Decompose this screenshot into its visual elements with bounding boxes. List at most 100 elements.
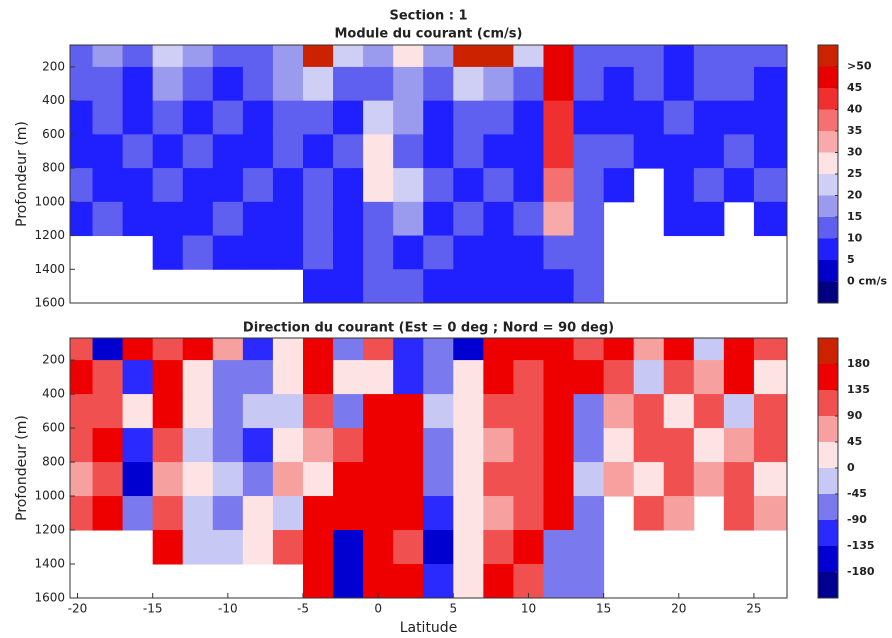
heat-cell [122, 45, 154, 68]
heat-cell [513, 496, 544, 531]
heat-cell [363, 235, 394, 270]
heat-cell [723, 360, 755, 395]
heat-cell [212, 235, 244, 270]
heat-cell [122, 134, 154, 169]
heat-cell [423, 201, 454, 237]
heat-cell [92, 496, 124, 531]
heat-cell [573, 338, 605, 361]
heat-cell [122, 428, 154, 463]
heat-cell [543, 360, 575, 395]
heat-cell [333, 269, 364, 304]
heat-cell [693, 134, 725, 169]
colorbar-segment [818, 442, 838, 468]
heat-cell [753, 100, 788, 135]
heat-cell [152, 168, 184, 203]
heat-cell [393, 428, 424, 463]
heat-cell [242, 394, 274, 429]
heat-cell [663, 45, 695, 68]
heat-cell [92, 100, 124, 135]
heat-cell [603, 360, 635, 395]
heat-cell [363, 269, 394, 304]
colorbar-segment [818, 260, 838, 282]
heat-cell [333, 45, 364, 68]
heat-cell [182, 394, 214, 429]
chart-title: Section : 1 [389, 9, 467, 24]
heat-cell [543, 462, 575, 497]
heat-cell [633, 428, 665, 463]
heat-cell [543, 269, 575, 304]
heat-cell [513, 338, 544, 361]
heat-cell [633, 134, 665, 169]
heat-cell [333, 564, 364, 599]
heat-cell [212, 134, 244, 169]
heat-cell [242, 496, 274, 531]
heat-cell [152, 235, 184, 270]
heat-cell [543, 338, 575, 361]
heat-cell [182, 134, 214, 169]
heat-cell [753, 462, 788, 497]
heat-cell [122, 100, 154, 135]
heat-cell [302, 201, 334, 237]
heat-cell [453, 564, 484, 599]
heat-cell [663, 394, 695, 429]
heat-cell [453, 201, 484, 237]
heat-cell [92, 462, 124, 497]
heat-cell [363, 201, 394, 237]
heat-cell [513, 269, 544, 304]
heat-cell [152, 530, 184, 565]
heat-cell [70, 134, 94, 169]
heat-cell [663, 168, 695, 203]
y-tick-label: 1600 [34, 591, 65, 605]
heat-cell [663, 100, 695, 135]
heat-cell [453, 338, 484, 361]
heat-cell [302, 428, 334, 463]
heat-cell [753, 66, 788, 102]
heat-cell [363, 462, 394, 497]
heat-cell [483, 428, 514, 463]
colorbar-label: 15 [847, 210, 862, 223]
colorbar-segment [818, 152, 838, 174]
heat-cell [543, 66, 575, 102]
heat-cell [212, 530, 244, 565]
heat-cell [483, 360, 514, 395]
heat-cell [753, 45, 788, 68]
heat-cell [423, 564, 454, 599]
heat-cell [723, 66, 755, 102]
heat-cell [723, 134, 755, 169]
heat-cell [573, 394, 605, 429]
heat-cell [573, 100, 605, 135]
chart-subtitle: Module du courant (cm/s) [334, 27, 522, 42]
heat-cell [122, 201, 154, 237]
heat-cell [423, 100, 454, 135]
heat-cell [753, 496, 788, 531]
heat-cell [363, 496, 394, 531]
heat-cell [633, 45, 665, 68]
heat-cell [663, 134, 695, 169]
colorbar-segment [818, 520, 838, 546]
heat-cell [453, 394, 484, 429]
heat-cell [483, 462, 514, 497]
heat-cell [453, 168, 484, 203]
heat-cell [723, 168, 755, 203]
heat-cell [92, 168, 124, 203]
colorbar-label: 0 [847, 461, 855, 474]
heat-cell [242, 168, 274, 203]
x-tick-label: -15 [143, 602, 163, 616]
heat-cell [363, 338, 394, 361]
heat-cell [483, 338, 514, 361]
colorbar-segment [818, 174, 838, 196]
heat-cell [633, 360, 665, 395]
heat-cell [182, 168, 214, 203]
heat-cell [70, 168, 94, 203]
heat-cell [693, 394, 725, 429]
heat-cell [302, 45, 334, 68]
heat-cell [242, 462, 274, 497]
heat-cell [393, 394, 424, 429]
heat-cell [363, 564, 394, 599]
heat-cell [573, 201, 605, 237]
heat-cell [152, 462, 184, 497]
colorbar-segment [818, 364, 838, 390]
colorbar-segment [818, 66, 838, 88]
heat-cell [423, 428, 454, 463]
heat-cell [543, 168, 575, 203]
